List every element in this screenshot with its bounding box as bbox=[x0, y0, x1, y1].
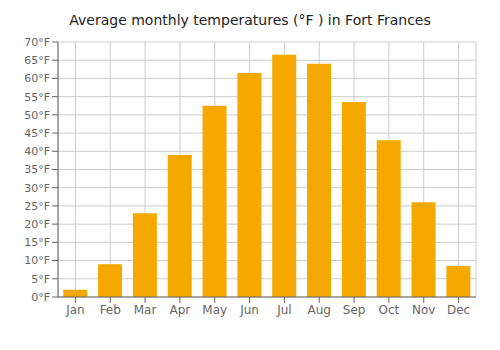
svg-text:Feb: Feb bbox=[100, 303, 121, 317]
svg-text:0°F: 0°F bbox=[31, 291, 50, 304]
svg-text:15°F: 15°F bbox=[24, 236, 50, 249]
svg-text:Mar: Mar bbox=[134, 303, 157, 317]
svg-text:25°F: 25°F bbox=[24, 200, 50, 213]
svg-text:70°F: 70°F bbox=[24, 36, 50, 49]
svg-text:50°F: 50°F bbox=[24, 109, 50, 122]
svg-text:Oct: Oct bbox=[379, 303, 400, 317]
svg-text:Jul: Jul bbox=[276, 303, 291, 317]
svg-text:Apr: Apr bbox=[170, 303, 191, 317]
svg-text:Dec: Dec bbox=[447, 303, 470, 317]
html-text:Average monthly temperatures (: Average monthly temperatures (°F ) in Fo… bbox=[69, 12, 431, 28]
svg-text:55°F: 55°F bbox=[24, 91, 50, 104]
svg-text:Jun: Jun bbox=[239, 303, 259, 317]
svg-text:5°F: 5°F bbox=[31, 273, 50, 286]
svg-text:Sep: Sep bbox=[343, 303, 366, 317]
svg-text:Aug: Aug bbox=[308, 303, 331, 317]
svg-text:30°F: 30°F bbox=[24, 182, 50, 195]
svg-text:May: May bbox=[202, 303, 227, 317]
svg-text:40°F: 40°F bbox=[24, 145, 50, 158]
svg-text:35°F: 35°F bbox=[24, 163, 50, 176]
svg-text:60°F: 60°F bbox=[24, 72, 50, 85]
svg-text:Jan: Jan bbox=[65, 303, 85, 317]
svg-text:45°F: 45°F bbox=[24, 127, 50, 140]
svg-text:10°F: 10°F bbox=[24, 254, 50, 267]
svg-text:Nov: Nov bbox=[412, 303, 435, 317]
svg-text:65°F: 65°F bbox=[24, 54, 50, 67]
svg-text:20°F: 20°F bbox=[24, 218, 50, 231]
